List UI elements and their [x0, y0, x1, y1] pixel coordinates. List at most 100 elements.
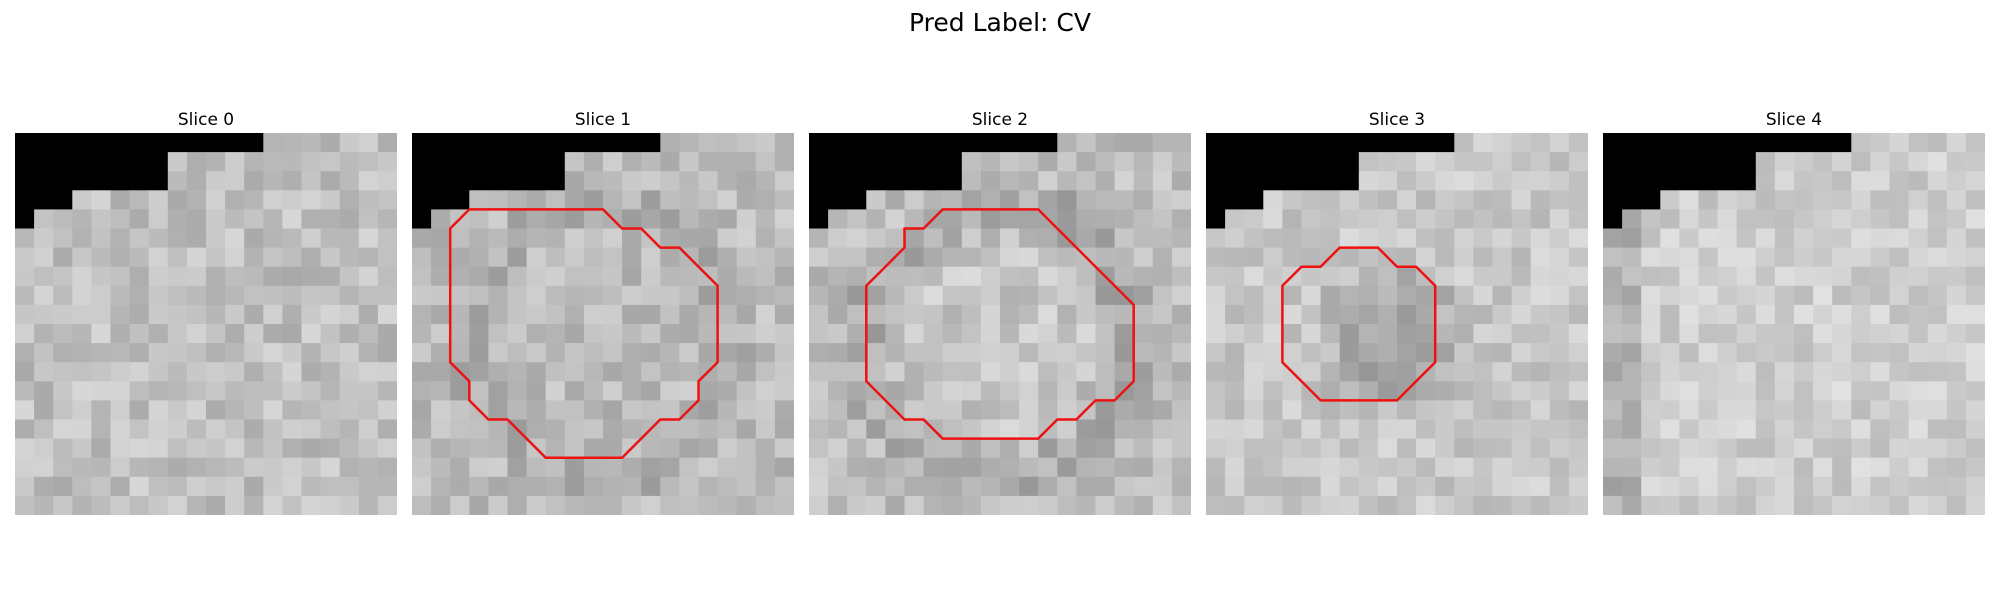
image-pixel: [583, 495, 604, 515]
segmentation-contour: [448, 208, 719, 459]
image-pixel: [736, 457, 757, 478]
image-pixel: [1095, 190, 1116, 210]
image-pixel: [301, 457, 322, 478]
image-pixel: [698, 343, 719, 363]
mask-pixel: [1263, 171, 1283, 191]
mask-pixel: [450, 133, 470, 153]
image-pixel: [1774, 457, 1795, 478]
mask-pixel: [1660, 171, 1680, 191]
image-pixel: [1095, 247, 1116, 268]
image-pixel: [320, 190, 341, 210]
image-pixel: [660, 190, 680, 210]
image-pixel: [866, 495, 886, 515]
image-pixel: [320, 419, 341, 440]
image-pixel: [488, 476, 509, 497]
image-pixel: [622, 285, 642, 306]
image-pixel: [1679, 362, 1700, 382]
image-pixel: [755, 362, 776, 382]
image-pixel: [641, 457, 661, 478]
image-pixel: [1641, 304, 1661, 325]
image-pixel: [583, 419, 604, 440]
image-pixel: [961, 362, 982, 382]
mask-pixel: [847, 190, 867, 210]
image-pixel: [1698, 190, 1719, 210]
mask-pixel: [1641, 171, 1661, 191]
image-pixel: [1057, 324, 1077, 344]
image-pixel: [564, 247, 585, 268]
image-pixel: [320, 228, 341, 249]
image-pixel: [1492, 438, 1513, 459]
image-pixel: [1133, 438, 1154, 459]
image-pixel: [1736, 209, 1757, 230]
image-pixel: [774, 266, 794, 287]
mask-pixel: [847, 171, 867, 191]
image-pixel: [1927, 400, 1948, 421]
image-pixel: [1511, 324, 1532, 344]
image-pixel: [1057, 304, 1077, 325]
image-pixel: [1000, 419, 1020, 440]
image-pixel: [1908, 209, 1929, 230]
image-pixel: [1019, 343, 1039, 363]
image-pixel: [358, 362, 379, 382]
image-pixel: [186, 228, 207, 249]
mask-pixel: [148, 171, 169, 191]
image-pixel: [923, 190, 944, 210]
image-pixel: [1946, 247, 1967, 268]
image-pixel: [1946, 285, 1967, 306]
image-pixel: [1889, 171, 1910, 191]
image-pixel: [603, 495, 623, 515]
image-pixel: [1244, 324, 1264, 344]
image-pixel: [1492, 419, 1513, 440]
image-pixel: [809, 343, 829, 363]
image-pixel: [53, 304, 73, 325]
image-pixel: [1660, 343, 1680, 363]
image-pixel: [603, 171, 623, 191]
image-pixel: [1435, 362, 1455, 382]
image-pixel: [469, 362, 489, 382]
mask-pixel: [507, 152, 528, 172]
image-pixel: [1416, 228, 1436, 249]
image-pixel: [1698, 228, 1719, 249]
image-pixel: [847, 457, 867, 478]
image-pixel: [1263, 362, 1283, 382]
image-pixel: [1133, 266, 1154, 287]
image-pixel: [526, 209, 547, 230]
image-pixel: [774, 495, 794, 515]
image-pixel: [717, 152, 738, 172]
image-pixel: [545, 495, 566, 515]
image-pixel: [15, 438, 35, 459]
image-pixel: [1301, 457, 1322, 478]
image-pixel: [1377, 209, 1398, 230]
image-pixel: [1397, 247, 1417, 268]
image-pixel: [167, 324, 188, 344]
image-pixel: [1946, 133, 1967, 153]
image-pixel: [1511, 343, 1532, 363]
image-pixel: [282, 228, 303, 249]
image-pixel: [1530, 152, 1551, 172]
image-pixel: [904, 247, 925, 268]
image-pixel: [1965, 171, 1985, 191]
image-pixel: [431, 381, 451, 401]
image-pixel: [1057, 266, 1077, 287]
image-pixel: [1946, 400, 1967, 421]
slice-panel-1: Slice 1: [412, 107, 794, 515]
image-pixel: [1473, 133, 1494, 153]
image-pixel: [828, 476, 848, 497]
image-pixel: [1000, 209, 1020, 230]
image-pixel: [1435, 438, 1455, 459]
image-pixel: [110, 190, 131, 210]
image-pixel: [526, 190, 547, 210]
image-pixel: [263, 209, 283, 230]
image-pixel: [622, 457, 642, 478]
image-pixel: [1320, 457, 1341, 478]
image-pixel: [1282, 209, 1303, 230]
image-pixel: [1339, 266, 1360, 287]
image-pixel: [1568, 266, 1588, 287]
image-pixel: [1095, 419, 1116, 440]
image-pixel: [717, 228, 738, 249]
image-pixel: [1679, 190, 1700, 210]
image-pixel: [91, 285, 112, 306]
image-pixel: [961, 152, 982, 172]
image-pixel: [1832, 381, 1852, 401]
image-pixel: [679, 362, 700, 382]
